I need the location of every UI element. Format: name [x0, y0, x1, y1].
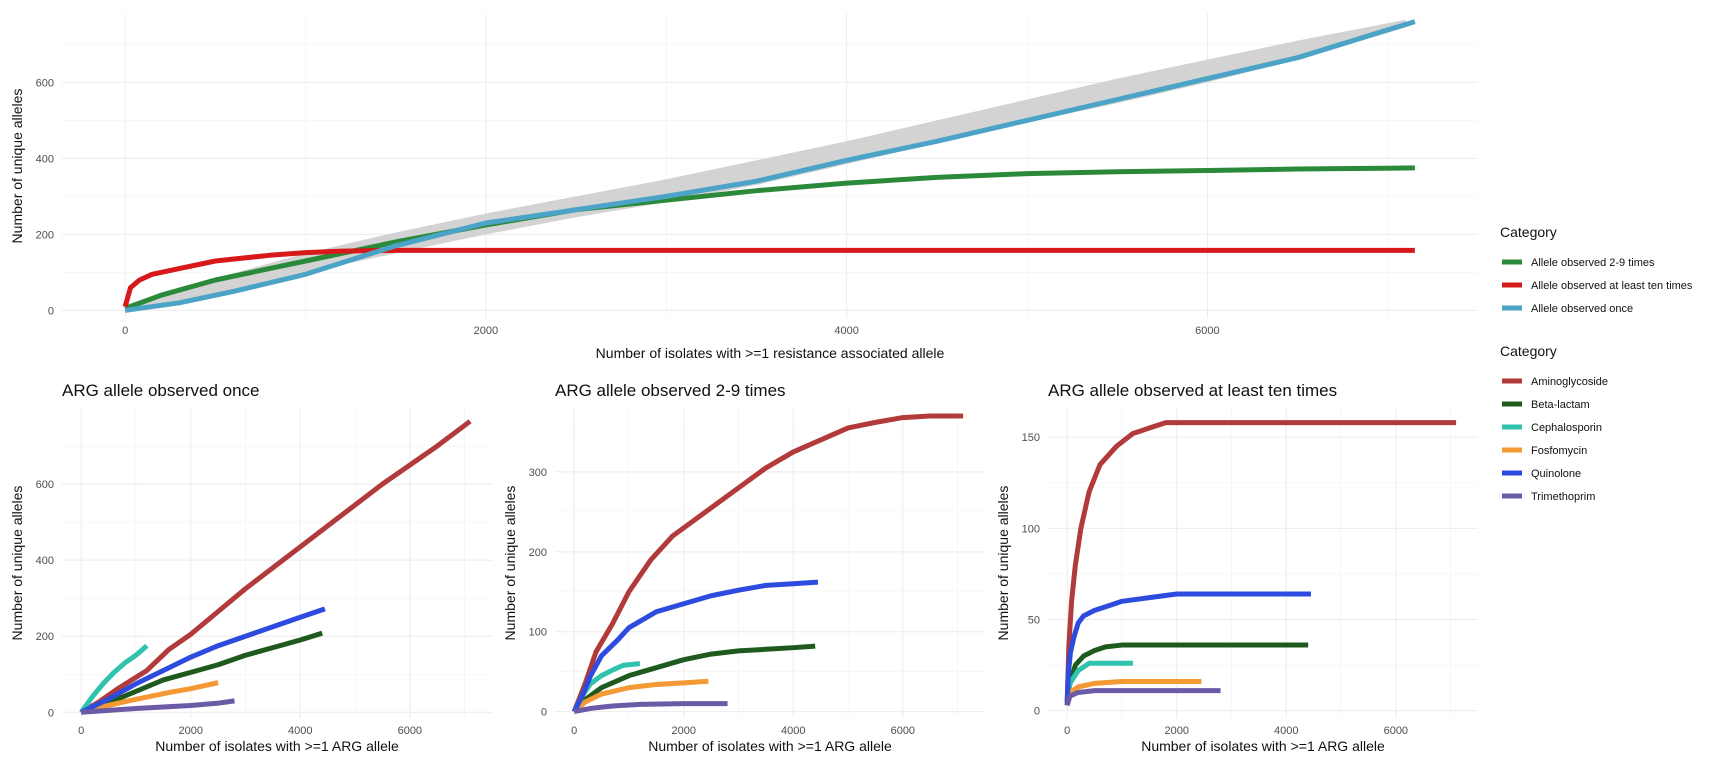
series-line-quinolone [80, 606, 326, 715]
y-axis-title: Number of unique alleles [9, 89, 25, 244]
x-axis-title: Number of isolates with >=1 ARG allele [155, 738, 399, 754]
legend-title: Category [1500, 224, 1557, 240]
legend-item-label: Allele observed 2-9 times [1531, 257, 1655, 269]
series-line-beta-lactam [1064, 642, 1309, 706]
x-tick-label: 0 [78, 725, 84, 737]
series-line-fosfomycin [80, 680, 219, 715]
x-tick-label: 2000 [178, 725, 202, 737]
legend-item-label: Fosfomycin [1531, 445, 1587, 457]
series-line-aminoglycoside [1064, 420, 1457, 702]
series-line-cephalosporin [79, 643, 149, 714]
y-tick-label: 150 [1022, 432, 1040, 444]
y-tick-label: 200 [529, 547, 547, 559]
series-line-allele-observed-2-9-times [124, 165, 1415, 311]
x-tick-label: 0 [1064, 725, 1070, 737]
x-tick-label: 2000 [1164, 725, 1188, 737]
chart-panel-2: 0 2000 4000 6000 0 200 400 600 Number of isolate… [9, 381, 492, 754]
series-line-trimethoprim [1064, 688, 1221, 706]
y-tick-label: 0 [541, 707, 547, 719]
y-tick-label: 300 [529, 467, 547, 479]
series-line-aminoglycoside [79, 419, 472, 715]
x-tick-label: 6000 [891, 725, 915, 737]
y-tick-label: 400 [36, 153, 54, 165]
series-line-trimethoprim [80, 698, 235, 715]
legend-item-label: Beta-lactam [1531, 399, 1590, 411]
series-line-aminoglycoside [571, 413, 964, 713]
chart-panel-4: 0 2000 4000 6000 0 50 100 150 Number of isolates… [995, 381, 1478, 754]
panel-title: ARG allele observed once [62, 381, 260, 400]
x-tick-label: 4000 [781, 725, 805, 737]
y-tick-label: 600 [36, 479, 54, 491]
legend-item-label: Trimethoprim [1531, 491, 1595, 503]
x-tick-label: 2000 [671, 725, 695, 737]
y-axis-title: Number of unique alleles [9, 486, 25, 641]
x-tick-label: 6000 [398, 725, 422, 737]
y-tick-label: 400 [36, 555, 54, 567]
confidence-band [125, 19, 1406, 311]
y-tick-label: 0 [48, 707, 54, 719]
series-line-beta-lactam [80, 630, 323, 715]
x-tick-label: 4000 [834, 325, 858, 337]
legend-item-label: Quinolone [1531, 468, 1581, 480]
panel-title: ARG allele observed at least ten times [1048, 381, 1337, 400]
legend-item-label: Allele observed at least ten times [1531, 280, 1693, 292]
series-line-allele-observed-once [124, 19, 1416, 313]
y-axis-title: Number of unique alleles [995, 486, 1011, 641]
x-axis-title: Number of isolates with >=1 resistance a… [596, 345, 945, 361]
chart-panel-3: 0 2000 4000 6000 0 100 200 300 Number of isolate… [502, 381, 985, 754]
x-tick-label: 4000 [288, 725, 312, 737]
y-tick-label: 200 [36, 229, 54, 241]
series-line-allele-observed-at-least-ten-times [122, 247, 1415, 308]
y-axis-title: Number of unique alleles [502, 486, 518, 641]
y-tick-label: 200 [36, 631, 54, 643]
legend-item-label: Aminoglycoside [1531, 376, 1608, 388]
y-tick-label: 50 [1028, 615, 1040, 627]
y-tick-label: 600 [36, 77, 54, 89]
chart-panel-1: 0 2000 4000 6000 0 200 400 600 Number of isolate… [9, 14, 1478, 361]
legend-title: Category [1500, 343, 1557, 359]
series-line-quinolone [1064, 591, 1311, 706]
x-tick-label: 6000 [1195, 325, 1219, 337]
x-tick-label: 0 [122, 325, 128, 337]
x-tick-label: 2000 [474, 325, 498, 337]
y-tick-label: 100 [1022, 523, 1040, 535]
x-tick-label: 0 [571, 725, 577, 737]
legend-item-label: Allele observed once [1531, 303, 1633, 315]
panel-title: ARG allele observed 2-9 times [555, 381, 786, 400]
x-axis-title: Number of isolates with >=1 ARG allele [1141, 738, 1385, 754]
series-line-trimethoprim [573, 701, 728, 715]
y-tick-label: 100 [529, 627, 547, 639]
y-tick-label: 0 [48, 305, 54, 317]
x-axis-title: Number of isolates with >=1 ARG allele [648, 738, 892, 754]
x-tick-label: 4000 [1274, 725, 1298, 737]
legend-item-label: Cephalosporin [1531, 422, 1602, 434]
x-tick-label: 6000 [1384, 725, 1408, 737]
series-line-beta-lactam [572, 643, 816, 714]
legend-1: Category Allele observed 2-9 times Allele … [1500, 224, 1693, 315]
y-tick-label: 0 [1034, 706, 1040, 718]
series-line-quinolone [571, 579, 819, 713]
series-line-fosfomycin [572, 678, 709, 714]
legend-2: Category Aminoglycoside Beta-lactam Cephalo… [1500, 343, 1608, 503]
